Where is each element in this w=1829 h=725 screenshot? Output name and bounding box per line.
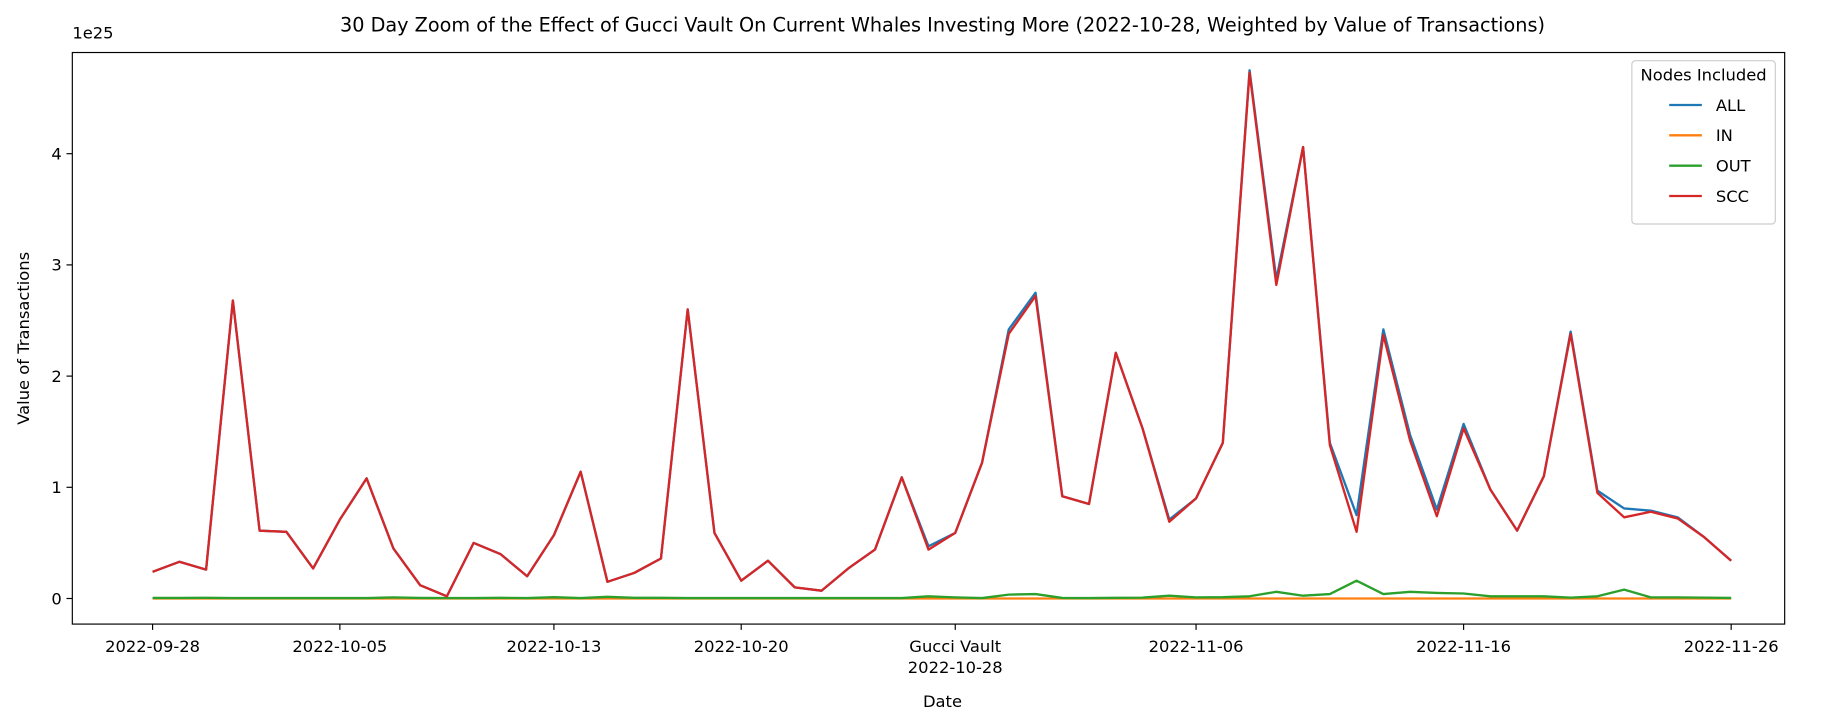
legend-label: OUT — [1716, 156, 1752, 175]
x-axis-label: Date — [923, 692, 962, 711]
legend-box — [1631, 60, 1776, 225]
y-tick-label: 2 — [51, 367, 61, 386]
legend-label: IN — [1716, 126, 1733, 145]
legend-title: Nodes Included — [1641, 66, 1767, 85]
line-series — [152, 579, 1732, 600]
chart-title: 30 Day Zoom of the Effect of Gucci Vault… — [340, 14, 1545, 37]
x-tick-label: 2022-10-05 — [292, 637, 387, 656]
x-tick-label: 2022-11-06 — [1149, 637, 1244, 656]
x-tick-label: 2022-09-28 — [105, 637, 200, 656]
y-tick-label: 4 — [51, 145, 61, 164]
legend-label: SCC — [1716, 187, 1749, 206]
y-offset-label: 1e25 — [72, 24, 113, 43]
y-axis-label: Value of Transactions — [14, 252, 33, 425]
y-tick-label: 1 — [51, 478, 61, 497]
x-tick-label: 2022-11-16 — [1416, 637, 1511, 656]
x-tick-label: 2022-10-13 — [506, 637, 601, 656]
y-tick-label: 0 — [51, 589, 61, 608]
line-series — [152, 71, 1732, 598]
x-tick-label: 2022-11-26 — [1684, 637, 1779, 656]
x-tick-label: 2022-10-20 — [694, 637, 789, 656]
annotation: Gucci Vault — [909, 637, 1001, 656]
y-tick-label: 3 — [51, 256, 61, 275]
legend-label: ALL — [1716, 96, 1746, 115]
x-tick-label: 2022-10-28 — [908, 658, 1003, 677]
plot-frame — [71, 51, 1786, 625]
